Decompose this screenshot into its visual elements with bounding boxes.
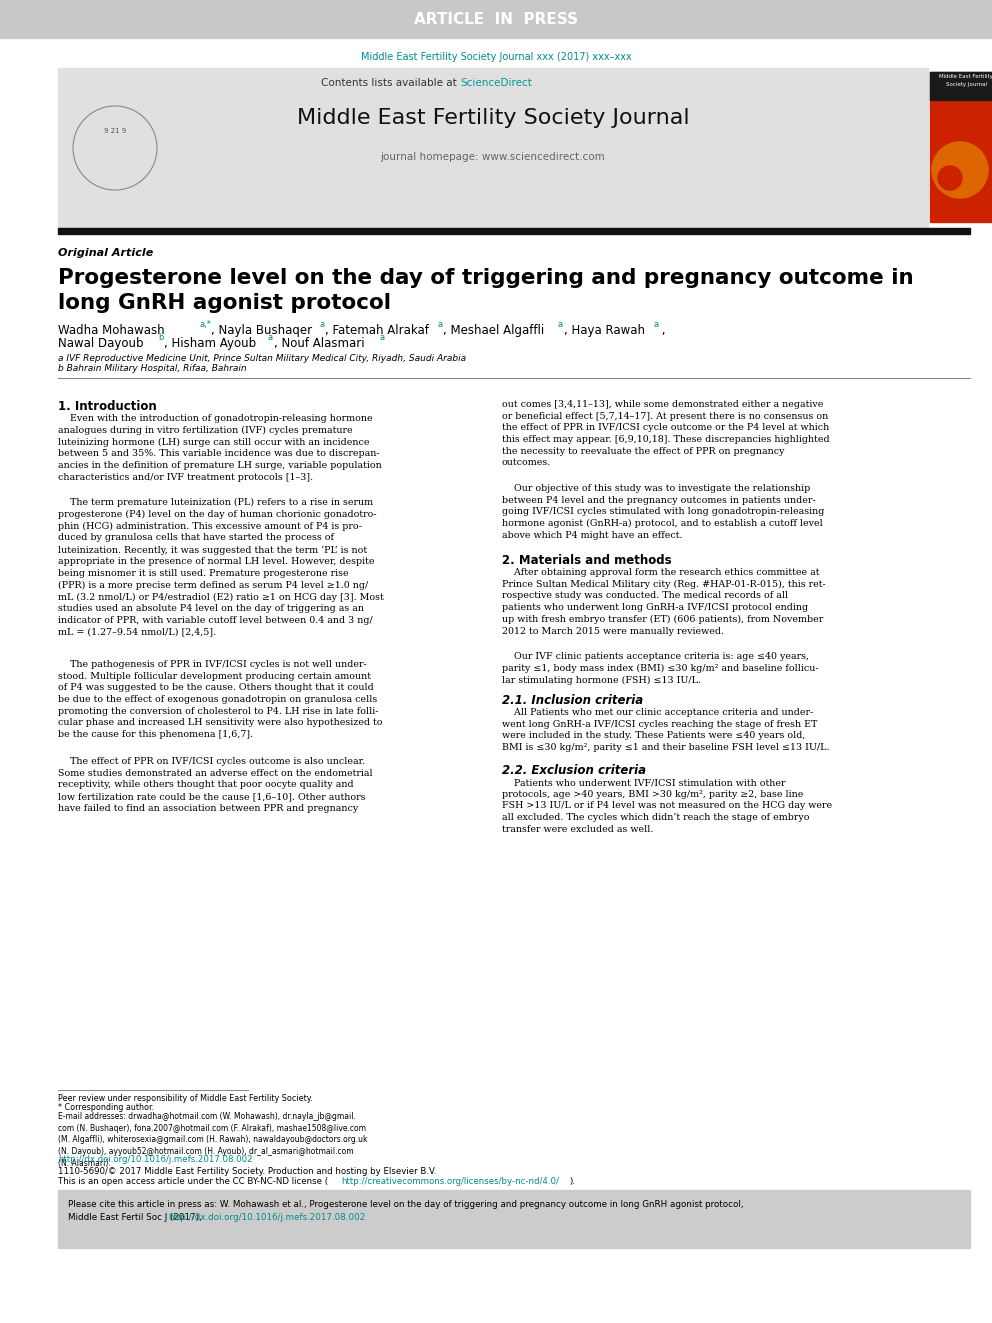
Text: The term premature luteinization (PL) refers to a rise in serum
progesterone (P4: The term premature luteinization (PL) re… — [58, 497, 384, 636]
Bar — [930, 71, 992, 222]
Text: ).: ). — [569, 1177, 575, 1185]
Text: , Hisham Ayoub: , Hisham Ayoub — [164, 337, 256, 351]
Bar — [0, 0, 992, 38]
Text: 9 2: 9 2 — [104, 128, 115, 134]
Text: Our IVF clinic patients acceptance criteria is: age ≤40 years,
parity ≤1, body m: Our IVF clinic patients acceptance crite… — [502, 652, 818, 685]
Text: , Meshael Algaffli: , Meshael Algaffli — [443, 324, 545, 337]
Text: E-mail addresses: drwadha@hotmail.com (W. Mohawash), dr.nayla_jb@gmail.
com (N. : E-mail addresses: drwadha@hotmail.com (W… — [58, 1113, 367, 1168]
Bar — [58, 1189, 970, 1248]
Text: 2. Materials and methods: 2. Materials and methods — [502, 554, 672, 568]
Text: out comes [3,4,11–13], while some demonstrated either a negative
or beneficial e: out comes [3,4,11–13], while some demons… — [502, 400, 829, 467]
Text: Peer review under responsibility of Middle East Fertility Society.: Peer review under responsibility of Midd… — [58, 1094, 312, 1103]
Text: ScienceDirect: ScienceDirect — [460, 78, 532, 89]
Bar — [930, 71, 992, 101]
Text: a: a — [654, 320, 659, 329]
Text: Even with the introduction of gonadotropin-releasing hormone
analogues during in: Even with the introduction of gonadotrop… — [58, 414, 382, 482]
Circle shape — [938, 165, 962, 191]
Text: b: b — [158, 333, 164, 343]
Text: Society Journal: Society Journal — [945, 82, 986, 87]
Text: 2.2. Exclusion criteria: 2.2. Exclusion criteria — [502, 763, 646, 777]
Text: * Corresponding author.: * Corresponding author. — [58, 1103, 154, 1113]
Text: , Fatemah Alrakaf: , Fatemah Alrakaf — [325, 324, 429, 337]
Text: journal homepage: www.sciencedirect.com: journal homepage: www.sciencedirect.com — [381, 152, 605, 161]
Circle shape — [932, 142, 988, 198]
Text: a: a — [380, 333, 385, 343]
Text: Our objective of this study was to investigate the relationship
between P4 level: Our objective of this study was to inves… — [502, 484, 824, 540]
Text: The effect of PPR on IVF/ICSI cycles outcome is also unclear.
Some studies demon: The effect of PPR on IVF/ICSI cycles out… — [58, 757, 373, 812]
Text: Contents lists available at: Contents lists available at — [321, 78, 460, 89]
Text: http://dx.doi.org/10.1016/j.mefs.2017.08.002: http://dx.doi.org/10.1016/j.mefs.2017.08… — [58, 1155, 253, 1164]
Text: http://creativecommons.org/licenses/by-nc-nd/4.0/: http://creativecommons.org/licenses/by-n… — [341, 1177, 558, 1185]
Text: ARTICLE  IN  PRESS: ARTICLE IN PRESS — [414, 12, 578, 26]
Text: a: a — [319, 320, 324, 329]
Bar — [58, 228, 970, 234]
Text: Wadha Mohawash: Wadha Mohawash — [58, 324, 165, 337]
Text: a: a — [558, 320, 563, 329]
Text: Nawal Dayoub: Nawal Dayoub — [58, 337, 144, 351]
Text: 2.1. Inclusion criteria: 2.1. Inclusion criteria — [502, 695, 643, 706]
Text: Middle East Fertility: Middle East Fertility — [939, 74, 992, 79]
Text: The pathogenesis of PPR in IVF/ICSI cycles is not well under-
stood. Multiple fo: The pathogenesis of PPR in IVF/ICSI cycl… — [58, 660, 383, 740]
Text: After obtaining approval form the research ethics committee at
Prince Sultan Med: After obtaining approval form the resear… — [502, 568, 825, 635]
Text: ,: , — [658, 324, 666, 337]
Text: Progesterone level on the day of triggering and pregnancy outcome in: Progesterone level on the day of trigger… — [58, 269, 914, 288]
Text: Middle East Fertility Society Journal: Middle East Fertility Society Journal — [297, 108, 689, 128]
Text: a: a — [268, 333, 273, 343]
Text: Please cite this article in press as: W. Mohawash et al., Progesterone level on : Please cite this article in press as: W.… — [68, 1200, 743, 1209]
Text: Middle East Fertil Soc J (2017),: Middle East Fertil Soc J (2017), — [68, 1213, 204, 1222]
Text: 1. Introduction: 1. Introduction — [58, 400, 157, 413]
Text: http://dx.doi.org/10.1016/j.mefs.2017.08.002: http://dx.doi.org/10.1016/j.mefs.2017.08… — [168, 1213, 365, 1222]
Text: long GnRH agonist protocol: long GnRH agonist protocol — [58, 292, 391, 314]
Text: a: a — [437, 320, 442, 329]
Text: , Haya Rawah: , Haya Rawah — [564, 324, 645, 337]
Text: Patients who underwent IVF/ICSI stimulation with other
protocols, age >40 years,: Patients who underwent IVF/ICSI stimulat… — [502, 778, 832, 833]
Text: 1 9: 1 9 — [115, 128, 126, 134]
Text: All Patients who met our clinic acceptance criteria and under-
went long GnRH-a : All Patients who met our clinic acceptan… — [502, 708, 829, 751]
Text: a,*: a,* — [199, 320, 211, 329]
Bar — [58, 67, 928, 228]
Text: 1110-5690/© 2017 Middle East Fertility Society. Production and hosting by Elsevi: 1110-5690/© 2017 Middle East Fertility S… — [58, 1167, 436, 1176]
Text: This is an open access article under the CC BY-NC-ND license (: This is an open access article under the… — [58, 1177, 328, 1185]
Text: a IVF Reproductive Medicine Unit, Prince Sultan Military Medical City, Riyadh, S: a IVF Reproductive Medicine Unit, Prince… — [58, 355, 466, 363]
Text: Middle East Fertility Society Journal xxx (2017) xxx–xxx: Middle East Fertility Society Journal xx… — [361, 52, 631, 62]
Text: Original Article: Original Article — [58, 247, 153, 258]
Text: b Bahrain Military Hospital, Rifaa, Bahrain: b Bahrain Military Hospital, Rifaa, Bahr… — [58, 364, 247, 373]
Text: , Nayla Bushaqer: , Nayla Bushaqer — [211, 324, 312, 337]
Text: , Nouf Alasmari: , Nouf Alasmari — [274, 337, 365, 351]
